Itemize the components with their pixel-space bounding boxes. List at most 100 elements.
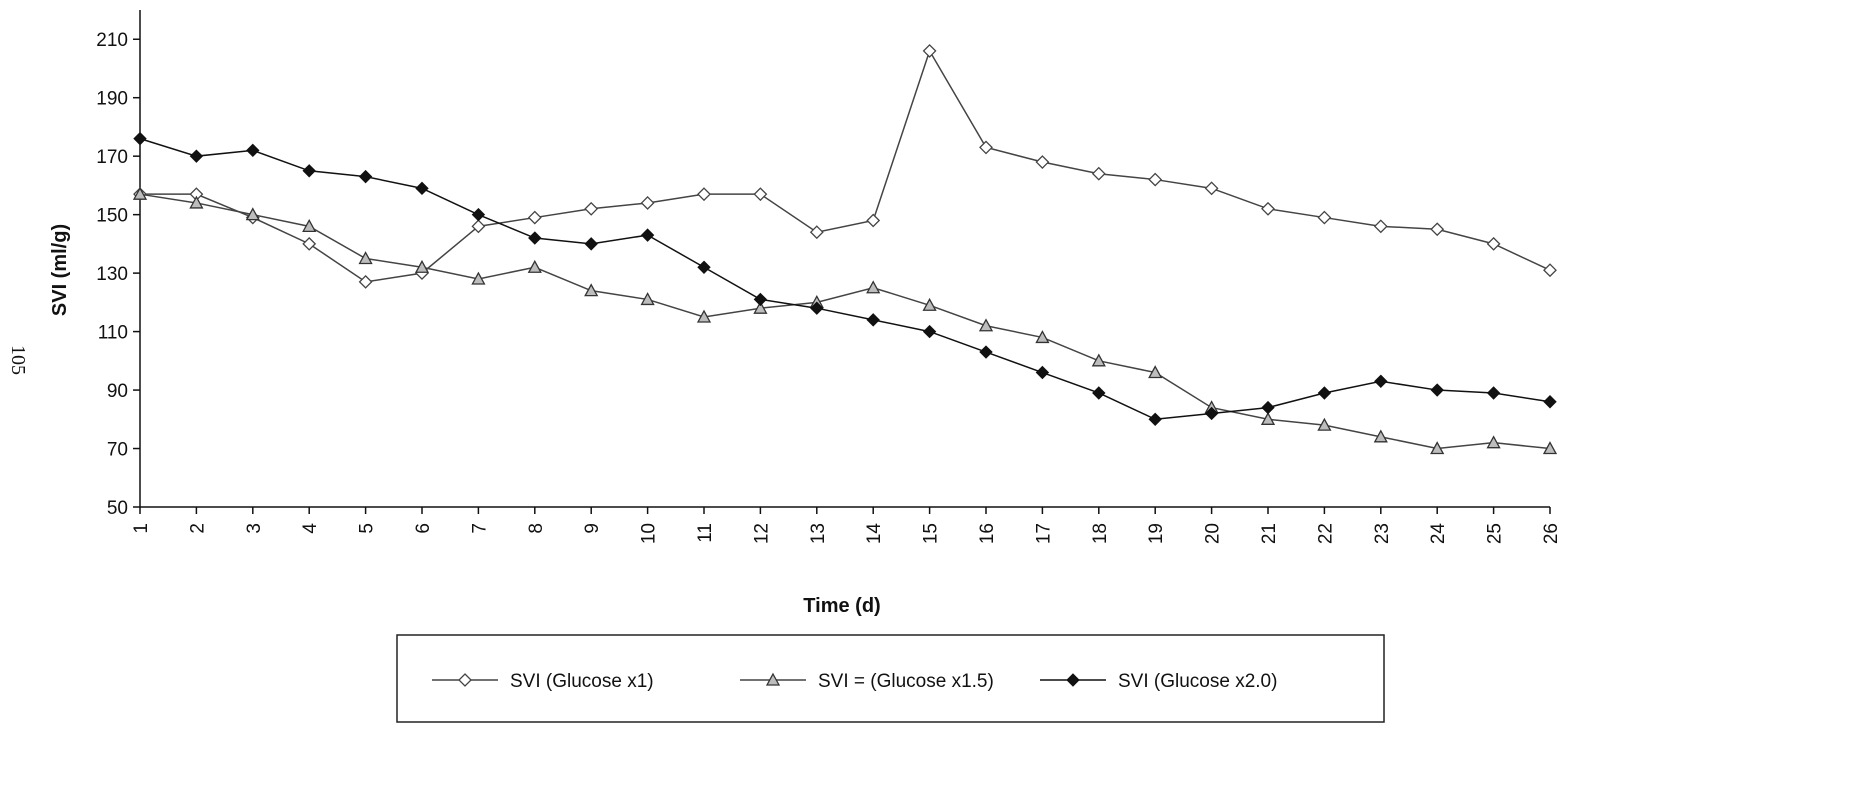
series-1-point [1204, 181, 1219, 196]
x-tick-label: 3 [244, 523, 265, 534]
series-3-point [1204, 406, 1219, 421]
legend-marker [458, 673, 472, 687]
series-3-point [584, 237, 598, 251]
x-tick-label: 22 [1315, 523, 1336, 544]
x-axis-title: Time (d) [803, 595, 880, 617]
series-2-point [584, 283, 599, 297]
series-2-point [1260, 411, 1276, 425]
legend-item-2: SVI = (Glucose x1.5) [740, 671, 994, 692]
series-2-point [1373, 429, 1388, 443]
series-3-point [358, 169, 373, 184]
page-number: 105 [7, 345, 29, 375]
series-2-point [527, 259, 542, 273]
series-3-line [139, 137, 1551, 421]
series-3-point [1261, 400, 1275, 415]
legend-item-3: SVI (Glucose x2.0) [1040, 671, 1277, 692]
series-3-point [189, 149, 204, 163]
series-2-point [922, 297, 937, 311]
y-tick-label: 110 [98, 323, 128, 344]
series-1-point [1373, 219, 1388, 234]
x-tick-label: 11 [695, 523, 716, 543]
series-3-point [1543, 395, 1557, 409]
y-tick-label: 130 [96, 264, 128, 285]
legend-label: SVI = (Glucose x1.5) [818, 671, 994, 692]
series-2-point [866, 280, 881, 294]
y-tick-label: 190 [96, 89, 128, 110]
legend-marker [765, 672, 781, 686]
series-2-point [978, 318, 994, 332]
series-1-point [1148, 172, 1163, 187]
y-tick-label: 90 [107, 381, 128, 402]
series-3-point [1486, 386, 1501, 400]
series-3-point [753, 292, 768, 307]
series-1-point [1430, 222, 1445, 237]
series-2-point [753, 300, 768, 314]
x-tick-label: 19 [1146, 523, 1167, 544]
y-tick-label: 70 [107, 440, 128, 461]
series-2-point [1148, 365, 1163, 379]
x-tick-label: 23 [1372, 523, 1393, 544]
series-2-point [189, 195, 204, 209]
x-tick-label: 8 [526, 523, 547, 534]
series-3-point [1148, 412, 1162, 427]
x-tick-label: 5 [357, 523, 378, 534]
legend-box [396, 634, 1385, 723]
series-3-point [1035, 365, 1050, 380]
series-layer [132, 44, 1558, 455]
series-2 [132, 186, 1558, 455]
series-1-point [527, 210, 542, 225]
series-3-point [640, 228, 655, 242]
series-2-point [245, 207, 260, 221]
x-tick-label: 16 [977, 523, 998, 544]
series-1-point [640, 196, 655, 210]
series-2-point [1091, 353, 1106, 367]
series-1-point [753, 187, 768, 202]
series-2-point [696, 309, 712, 323]
series-2-point [132, 186, 148, 200]
x-tick-label: 15 [921, 523, 942, 544]
legend-marker [1066, 673, 1080, 687]
x-tick-label: 20 [1203, 523, 1224, 544]
series-1-point [471, 219, 486, 234]
series-1-point [922, 44, 937, 58]
x-tick-label: 25 [1485, 523, 1506, 544]
series-2-point [414, 259, 430, 273]
series-1-point [697, 187, 711, 202]
series-2-point [1430, 441, 1445, 455]
series-1-point [1035, 155, 1050, 169]
x-tick-label: 9 [582, 523, 603, 534]
x-tick-label: 17 [1033, 523, 1054, 544]
series-1-point [1091, 166, 1106, 181]
series-1-point [809, 225, 824, 240]
series-2-point [1317, 417, 1332, 431]
legend-item-1: SVI (Glucose x1) [432, 671, 654, 692]
series-1-point [1543, 263, 1557, 278]
series-3-point [133, 131, 147, 146]
series-2-point [302, 218, 317, 232]
legend-label: SVI (Glucose x2.0) [1118, 671, 1277, 692]
series-3 [133, 131, 1557, 427]
series-1 [133, 44, 1557, 289]
x-tick-label: 12 [751, 523, 772, 544]
series-2-point [1035, 330, 1050, 344]
y-tick-label: 210 [96, 30, 128, 51]
series-2-point [471, 271, 486, 285]
series-1-point [866, 213, 881, 228]
series-3-point [697, 260, 711, 274]
x-tick-label: 7 [469, 523, 490, 534]
legend-label: SVI (Glucose x1) [510, 671, 654, 692]
series-1-point [979, 140, 993, 155]
series-3-point [415, 181, 429, 196]
y-tick-label: 170 [96, 147, 128, 168]
series-3-point [528, 231, 542, 245]
series-3-point [302, 164, 316, 178]
series-2-point [640, 292, 655, 306]
series-1-point [302, 236, 317, 251]
series-3-point [810, 301, 824, 315]
x-tick-label: 4 [300, 523, 321, 534]
series-2-line [139, 193, 1551, 450]
x-tick-label: 6 [413, 523, 434, 534]
legend: SVI (Glucose x1) SVI = (Glucose x1.5) SVI … [396, 634, 1385, 723]
